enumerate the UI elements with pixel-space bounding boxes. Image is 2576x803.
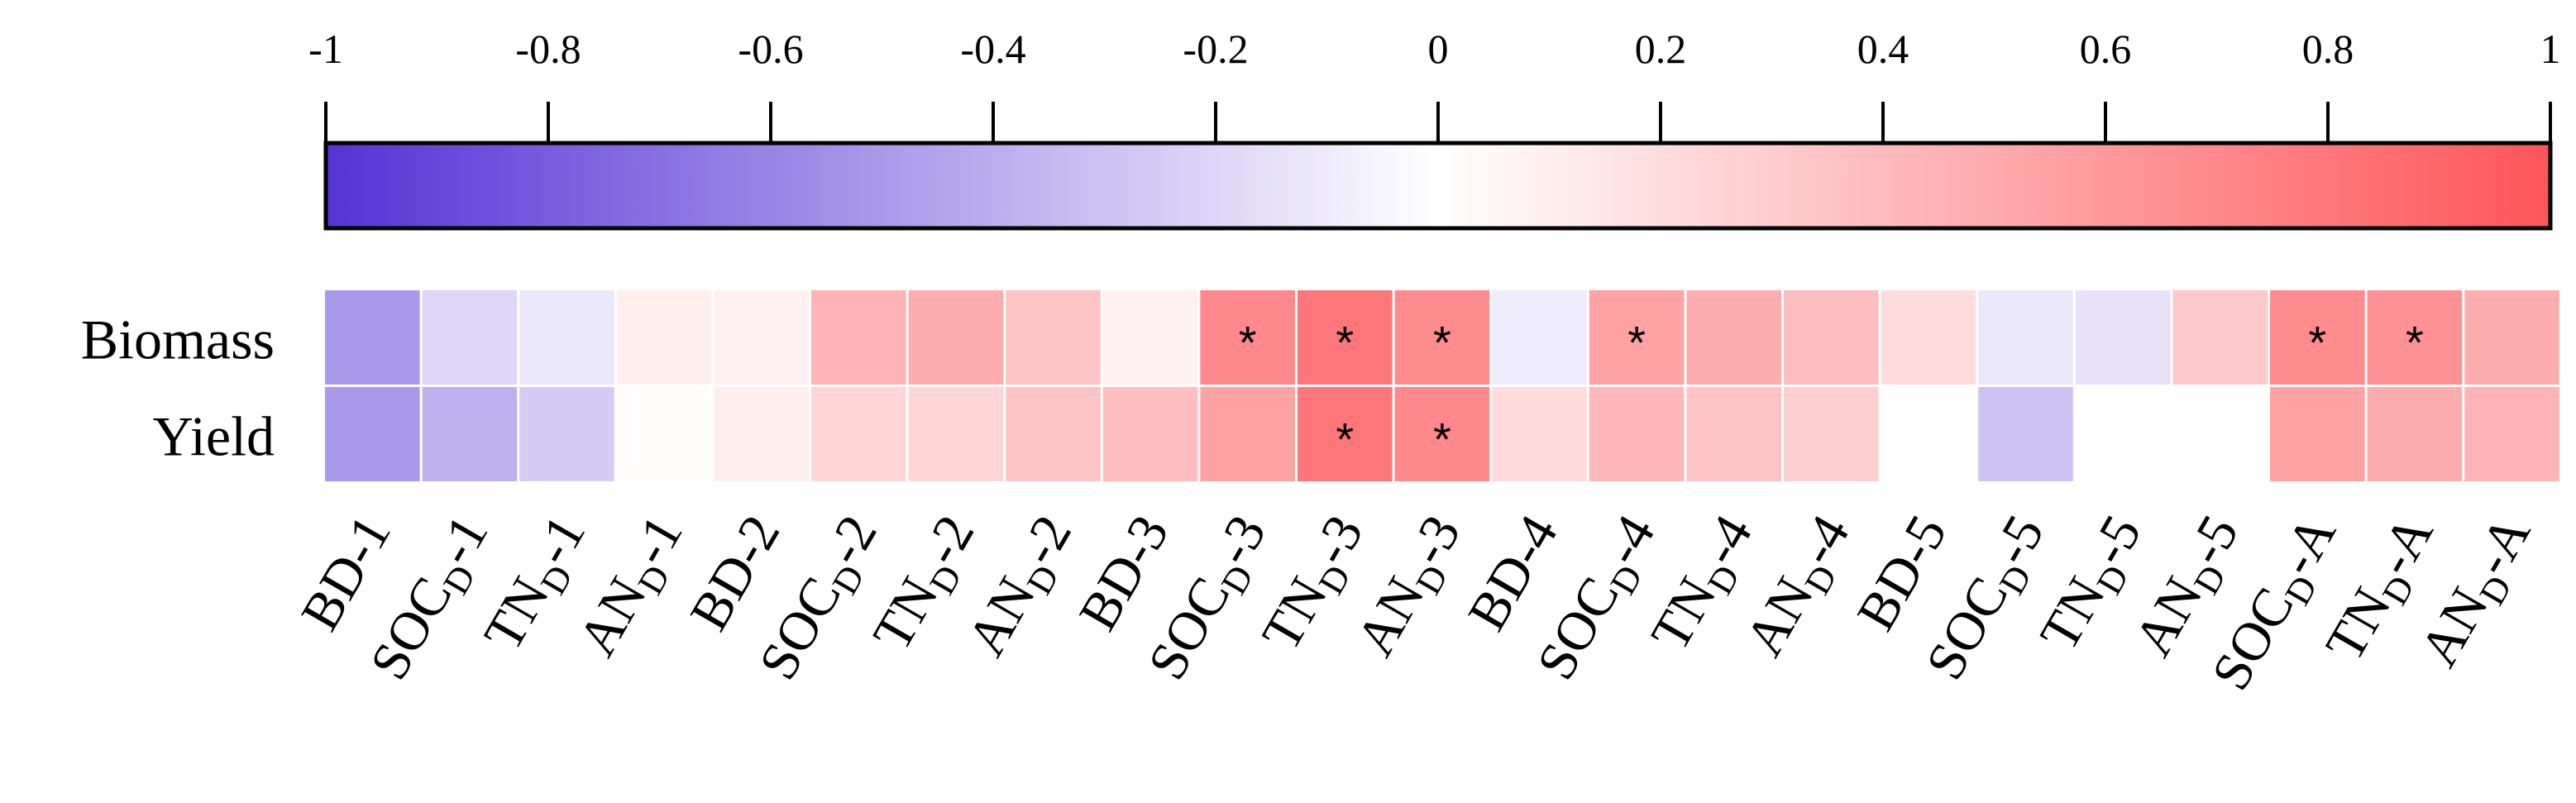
- row-label-yield: Yield: [153, 405, 275, 468]
- heatmap-cell: [1978, 290, 2073, 385]
- colorbar-tick-label: -0.4: [960, 26, 1025, 72]
- heatmap-cell: [908, 387, 1004, 481]
- colorbar-tick-label: -0.8: [515, 26, 581, 72]
- heatmap-cell: [2270, 387, 2365, 481]
- colorbar-tick-label: -0.6: [738, 26, 803, 72]
- heatmap-cell: [422, 290, 518, 385]
- significance-star: *: [1627, 317, 1646, 369]
- significance-star: *: [1239, 317, 1257, 369]
- significance-star: *: [1433, 413, 1451, 466]
- heatmap-cell: [908, 290, 1004, 385]
- colorbar-tick-label: 0: [1428, 26, 1449, 72]
- heatmap-cell: [811, 290, 906, 385]
- significance-star: *: [1336, 413, 1354, 466]
- significance-star: *: [1433, 317, 1451, 369]
- heatmap-cell: [2075, 387, 2171, 481]
- heatmap-cell: [1978, 387, 2073, 481]
- heatmap-cell: [2270, 290, 2365, 385]
- column-labels: BD-1SOCD-1TND-1AND-1BD-2SOCD-2TND-2AND-2…: [289, 505, 2542, 700]
- heatmap-cell: [1881, 387, 1976, 481]
- significance-star: *: [2406, 317, 2424, 369]
- heatmap-cell: [1006, 387, 1101, 481]
- colorbar-tick-label: 0.8: [2302, 26, 2354, 72]
- heatmap-cell: [1200, 387, 1295, 481]
- colorbar-tick-label: 1: [2540, 26, 2561, 72]
- heatmap-cell: [1589, 290, 1685, 385]
- heatmap-cell: [325, 387, 420, 481]
- heatmap-cell: [811, 387, 906, 481]
- heatmap-cell: [519, 290, 614, 385]
- row-label-biomass: Biomass: [81, 308, 275, 371]
- heatmap-cell: [1784, 290, 1879, 385]
- heatmap-cell: [519, 387, 614, 481]
- heatmap-cell: [1394, 290, 1490, 385]
- heatmap-cell: [1784, 387, 1879, 481]
- heatmap-cell: [1686, 290, 1781, 385]
- heatmap-cell: [714, 290, 809, 385]
- significance-star: *: [1336, 317, 1354, 369]
- heatmap-cells: [325, 290, 2559, 481]
- row-labels: Biomass Yield: [81, 308, 275, 468]
- heatmap-cell: [1006, 290, 1101, 385]
- heatmap-cell: [2367, 290, 2463, 385]
- heatmap-cell: [2464, 290, 2559, 385]
- heatmap-cell: [616, 290, 712, 385]
- heatmap-cell: [1492, 387, 1587, 481]
- significance-star: *: [2308, 317, 2326, 369]
- heatmap-cell: [1102, 387, 1198, 481]
- heatmap-cell: [325, 290, 420, 385]
- heatmap-cell: [1492, 290, 1587, 385]
- heatmap-cell: [2367, 387, 2463, 481]
- heatmap-cell: [616, 387, 712, 481]
- heatmap-cell: [1394, 387, 1490, 481]
- significance-markers: * * * * * * * *: [1239, 317, 2424, 466]
- heatmap-cell: [1589, 387, 1685, 481]
- heatmap-cell: [2464, 387, 2559, 481]
- heatmap-cell: [714, 387, 809, 481]
- colorbar-ticks: -1 -0.8 -0.6 -0.4 -0.2 0 0.2 0.4 0.6 0.8 1: [308, 26, 2561, 143]
- colorbar-tick-label: -1: [308, 26, 343, 72]
- heatmap-cell: [1881, 290, 1976, 385]
- colorbar-tick-label: 0.4: [1857, 26, 1909, 72]
- heatmap-cell: [2075, 290, 2171, 385]
- colorbar-tick-label: 0.6: [2080, 26, 2132, 72]
- heatmap-cell: [1298, 290, 1393, 385]
- heatmap-cell: [2172, 387, 2268, 481]
- colorbar-tick-label: -0.2: [1183, 26, 1248, 72]
- colorbar: -1 -0.8 -0.6 -0.4 -0.2 0 0.2 0.4 0.6 0.8 1: [308, 26, 2561, 231]
- heatmap-cell: [1102, 290, 1198, 385]
- heatmap-cell: [2172, 290, 2268, 385]
- heatmap-cell: [1200, 290, 1295, 385]
- colorbar-gradient: [323, 141, 2553, 231]
- heatmap-cell: [1298, 387, 1393, 481]
- colorbar-tick-label: 0.2: [1635, 26, 1687, 72]
- heatmap-cell: [1686, 387, 1781, 481]
- heatmap-cell: [422, 387, 518, 481]
